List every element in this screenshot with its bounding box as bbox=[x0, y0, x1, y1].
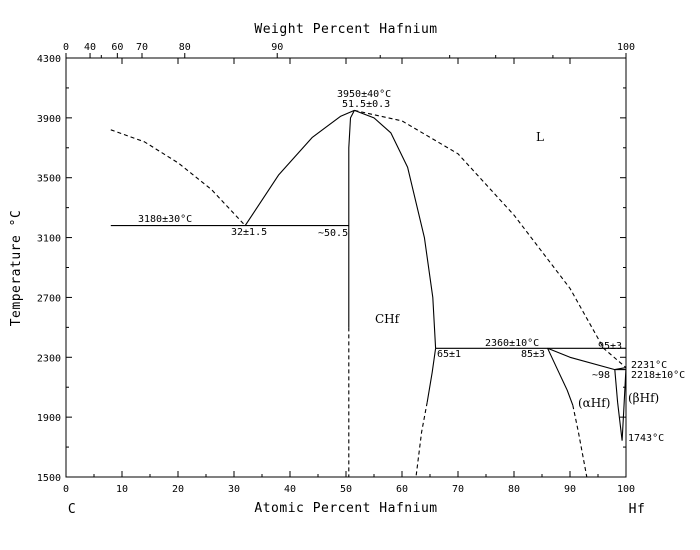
annotation-hf-melt: 2231°C bbox=[631, 360, 667, 371]
annotation-hf-1743: 1743°C bbox=[628, 433, 664, 444]
annotation-peritectic-b: 95±3 bbox=[598, 341, 622, 352]
phase-boundary-line-3 bbox=[354, 109, 437, 349]
x-tick-label: 70 bbox=[452, 484, 464, 495]
annotation-peritectic-temp: 2360±10°C bbox=[485, 338, 539, 349]
phase-boundary-line-12 bbox=[547, 347, 627, 371]
phase-boundary-line-1 bbox=[244, 109, 355, 226]
phase-boundary-line-0 bbox=[110, 129, 246, 226]
phase-label-alpha-hf: (αHf) bbox=[578, 396, 610, 410]
top-tick-label: 100 bbox=[617, 42, 635, 53]
annotation-eutectic-temp: 3180±30°C bbox=[138, 214, 192, 225]
annotation-eutectic-comp: 32±1.5 bbox=[231, 227, 267, 238]
x-axis-title: Atomic Percent Hafnium bbox=[254, 501, 437, 516]
phase-label-beta-hf: (βHf) bbox=[628, 391, 659, 405]
annotation-peritectic-a: 85±3 bbox=[521, 349, 545, 360]
phase-label-chf: CHf bbox=[375, 312, 401, 326]
annotation-hf-2218: 2218±10°C bbox=[631, 370, 685, 381]
x-tick-label: 50 bbox=[340, 484, 352, 495]
y-tick-label: 2300 bbox=[37, 353, 61, 364]
phase-boundary-line-9 bbox=[415, 402, 428, 478]
y-tick-label: 3500 bbox=[37, 174, 61, 185]
top-tick-label: 90 bbox=[271, 42, 283, 53]
annotation-solidus-left: ~50.5 bbox=[318, 228, 348, 239]
top-tick-label: 70 bbox=[136, 42, 148, 53]
phase-boundary-line-2 bbox=[354, 109, 627, 369]
top-tick-label: 0 bbox=[63, 42, 69, 53]
x-tick-label: 40 bbox=[284, 484, 296, 495]
y-axis-title: Temperature °C bbox=[9, 210, 24, 327]
element-right-label: Hf bbox=[629, 502, 646, 517]
y-tick-label: 3100 bbox=[37, 234, 61, 245]
y-tick-label: 1900 bbox=[37, 413, 61, 424]
annotation-congruent-temp: 3950±40°C bbox=[337, 89, 391, 100]
phase-boundary-line-11 bbox=[572, 405, 588, 478]
phase-boundary-line-8 bbox=[426, 348, 437, 403]
phase-boundary-line-4 bbox=[348, 110, 355, 328]
plot-frame bbox=[65, 57, 627, 478]
x-tick-label: 100 bbox=[617, 484, 635, 495]
y-tick-label: 3900 bbox=[37, 114, 61, 125]
top-tick-label: 40 bbox=[84, 42, 96, 53]
y-tick-label: 2700 bbox=[37, 293, 61, 304]
phase-boundary-line-14 bbox=[621, 367, 627, 441]
top-axis-title: Weight Percent Hafnium bbox=[254, 22, 437, 37]
phase-label-liquid: L bbox=[536, 130, 544, 144]
phase-boundary-line-13 bbox=[614, 369, 623, 441]
top-tick-label: 80 bbox=[179, 42, 191, 53]
x-tick-label: 30 bbox=[228, 484, 240, 495]
x-tick-label: 10 bbox=[116, 484, 128, 495]
x-tick-label: 60 bbox=[396, 484, 408, 495]
x-tick-label: 20 bbox=[172, 484, 184, 495]
element-left-label: C bbox=[68, 502, 76, 517]
ticks-layer: 0 10 20 30 40 50 60 70 80 90 100 1500 1900 2300 2700 31… bbox=[37, 42, 635, 495]
annotation-congruent-comp: 51.5±0.3 bbox=[342, 99, 390, 110]
top-tick-label: 60 bbox=[111, 42, 123, 53]
x-tick-label: 90 bbox=[564, 484, 576, 495]
x-tick-label: 0 bbox=[63, 484, 69, 495]
y-tick-label: 4300 bbox=[37, 54, 61, 65]
annotation-hf-98: ~98 bbox=[592, 370, 610, 381]
annotation-chf-max: 65±1 bbox=[437, 349, 461, 360]
series-layer bbox=[110, 109, 627, 478]
y-tick-label: 1500 bbox=[37, 473, 61, 484]
phase-boundary-line-10 bbox=[547, 348, 574, 406]
x-tick-label: 80 bbox=[508, 484, 520, 495]
